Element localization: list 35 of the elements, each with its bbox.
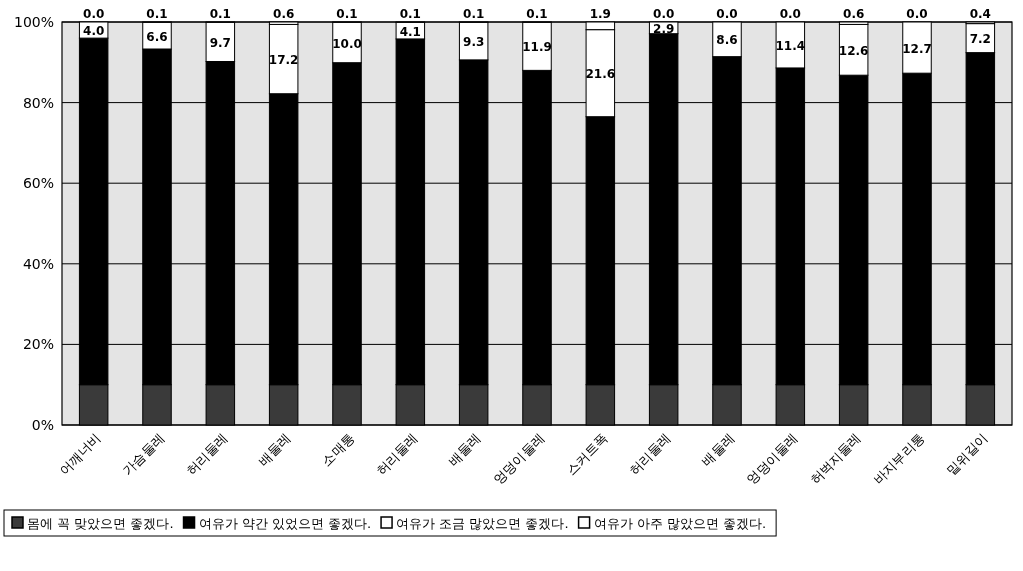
- data-label: 7.2: [969, 32, 991, 47]
- data-label: 4.0: [83, 24, 105, 39]
- y-tick-label: 40%: [22, 255, 54, 272]
- y-tick-label: 20%: [22, 336, 54, 353]
- data-label: 0.6: [273, 7, 295, 21]
- data-label: 0.0: [779, 7, 801, 21]
- data-label: 6.6: [146, 29, 168, 44]
- y-tick-label: 0%: [31, 417, 54, 433]
- data-label: 0.0: [83, 7, 105, 21]
- data-label: 0.1: [526, 7, 548, 21]
- data-label: 0.0: [653, 7, 675, 21]
- data-label: 9.3: [463, 35, 485, 50]
- data-label: 12.7: [902, 41, 932, 56]
- data-label: 4.1: [399, 24, 421, 39]
- data-label: 9.7: [209, 35, 231, 50]
- data-label: 0.1: [336, 7, 358, 21]
- data-label: 1.9: [589, 7, 611, 21]
- y-tick-label: 100%: [13, 14, 54, 30]
- legend-label: 몸에 꼭 맞았으면 좋겠다.: [27, 516, 174, 531]
- data-label: 0.6: [843, 7, 865, 21]
- data-label: 2.9: [653, 21, 675, 36]
- data-label: 0.1: [463, 7, 485, 21]
- data-label: 0.0: [906, 7, 928, 21]
- data-label: 0.1: [399, 7, 421, 21]
- legend-label: 여유가 아주 많았으면 좋겠다.: [593, 516, 767, 531]
- data-label: 11.9: [522, 40, 552, 55]
- data-label: 0.4: [969, 7, 991, 21]
- data-label: 0.1: [209, 7, 231, 21]
- legend-label: 여유가 조금 많았으면 좋겠다.: [396, 516, 569, 531]
- data-label: 0.0: [716, 7, 738, 21]
- data-label: 0.1: [146, 7, 168, 21]
- y-tick-label: 60%: [22, 175, 54, 192]
- legend-label: 여유가 약간 있었으면 좋겠다.: [198, 516, 372, 531]
- y-tick-label: 80%: [22, 94, 54, 111]
- data-label: 8.6: [716, 33, 738, 48]
